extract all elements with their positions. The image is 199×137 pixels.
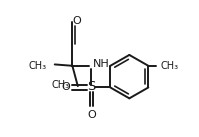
Text: CH₃: CH₃ xyxy=(52,80,70,90)
Text: CH₃: CH₃ xyxy=(161,61,179,71)
Text: O: O xyxy=(73,16,82,26)
Text: NH: NH xyxy=(93,59,109,69)
Text: S: S xyxy=(87,80,96,93)
Text: O: O xyxy=(61,82,70,92)
Text: CH₃: CH₃ xyxy=(28,61,47,71)
Text: O: O xyxy=(87,110,96,120)
